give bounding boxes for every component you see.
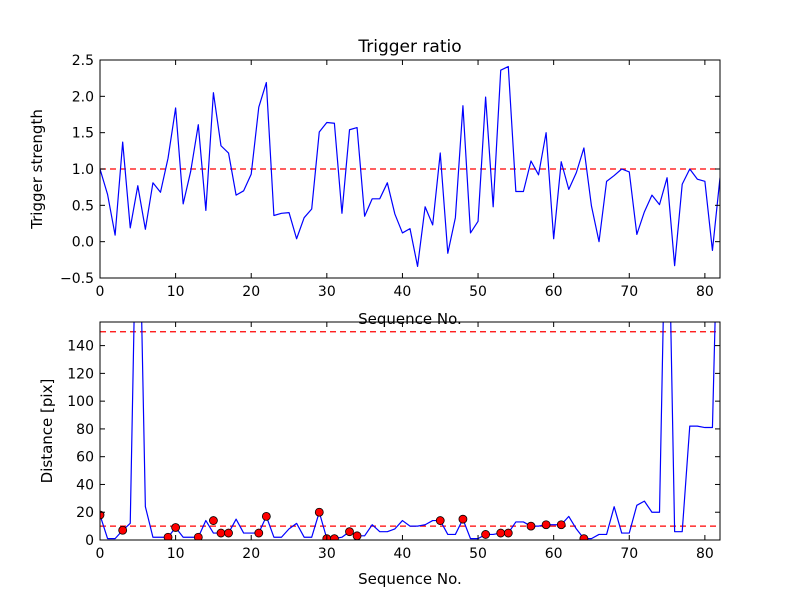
data-point-marker (579, 534, 589, 540)
data-point-marker (224, 528, 233, 538)
y-tick-label: −0.5 (60, 271, 94, 287)
x-tick-label: 20 (242, 546, 260, 562)
axis-ticks: 0 10 20 30 40 50 60 70 80 −0.5 0.0 0.5 1.0 1.5 2.0 2.5 (60, 53, 720, 300)
x-tick-label: 70 (620, 284, 638, 300)
series-line (100, 65, 720, 267)
y-tick-label: 0.5 (72, 198, 94, 214)
x-tick-label: 40 (394, 284, 412, 300)
y-tick-label: 20 (76, 505, 94, 521)
x-tick-label: 50 (469, 546, 487, 562)
x-tick-label: 0 (96, 284, 105, 300)
y-axis-label: Trigger strength (28, 109, 46, 230)
y-tick-label: 1.5 (72, 126, 94, 142)
data-point-marker (541, 520, 551, 530)
data-point-marker (314, 507, 324, 517)
data-point-marker (254, 528, 264, 538)
data-point-marker (556, 520, 566, 530)
x-axis-label: Sequence No. (358, 310, 462, 328)
distance-chart: Sequence No. Distance [pix] 0 10 20 30 40 50 6… (38, 321, 721, 588)
y-tick-label: 100 (67, 394, 94, 410)
x-tick-label: 60 (545, 546, 563, 562)
axes-frame (99, 59, 721, 279)
y-tick-label: 60 (76, 450, 94, 466)
x-tick-label: 30 (318, 284, 336, 300)
data-point-marker (481, 530, 491, 539)
x-tick-label: 40 (394, 546, 412, 562)
series-line (100, 322, 716, 540)
x-tick-label: 80 (696, 546, 714, 562)
data-point-marker (209, 516, 218, 525)
y-axis-label: Distance [pix] (38, 379, 56, 484)
axes-frame (99, 321, 721, 541)
data-point-marker (496, 528, 506, 538)
y-tick-label: 0 (85, 533, 94, 549)
y-tick-label: 2.5 (72, 53, 94, 69)
y-tick-label: 40 (76, 477, 94, 493)
x-tick-label: 80 (696, 284, 714, 300)
x-tick-label: 20 (242, 284, 260, 300)
x-tick-label: 70 (620, 546, 638, 562)
y-tick-label: 0.0 (72, 235, 94, 251)
x-tick-label: 10 (167, 546, 185, 562)
axis-ticks: 0 10 20 30 40 50 60 70 80 0 20 40 60 80 100 120 140 (67, 322, 720, 562)
x-tick-label: 60 (545, 284, 563, 300)
data-point-marker (503, 528, 513, 538)
plot-area (100, 65, 720, 267)
y-tick-label: 2.0 (72, 89, 94, 105)
data-point-marker (435, 516, 445, 525)
x-tick-label: 0 (96, 546, 105, 562)
data-point-marker (345, 527, 354, 537)
x-tick-label: 50 (469, 284, 487, 300)
y-tick-label: 140 (67, 339, 94, 355)
trigger-ratio-chart: Trigger ratio Sequence No. Trigger stren… (28, 37, 721, 328)
data-point-marker (100, 510, 105, 520)
data-point-marker (458, 514, 468, 524)
data-point-marker (163, 532, 173, 540)
y-tick-label: 80 (76, 422, 94, 438)
data-point-marker (329, 534, 339, 540)
data-point-marker (171, 523, 181, 532)
y-tick-label: 120 (67, 366, 94, 382)
x-tick-label: 10 (167, 284, 185, 300)
x-axis-label: Sequence No. (358, 570, 462, 588)
data-point-marker (526, 521, 536, 531)
plot-area (100, 322, 720, 540)
data-point-marker (216, 528, 226, 538)
x-tick-label: 30 (318, 546, 336, 562)
data-point-marker (352, 531, 362, 540)
data-point-marker (261, 511, 271, 521)
y-tick-label: 1.0 (72, 162, 94, 178)
data-point-marker (118, 525, 128, 535)
data-point-marker (193, 532, 203, 540)
chart-title: Trigger ratio (357, 37, 461, 57)
